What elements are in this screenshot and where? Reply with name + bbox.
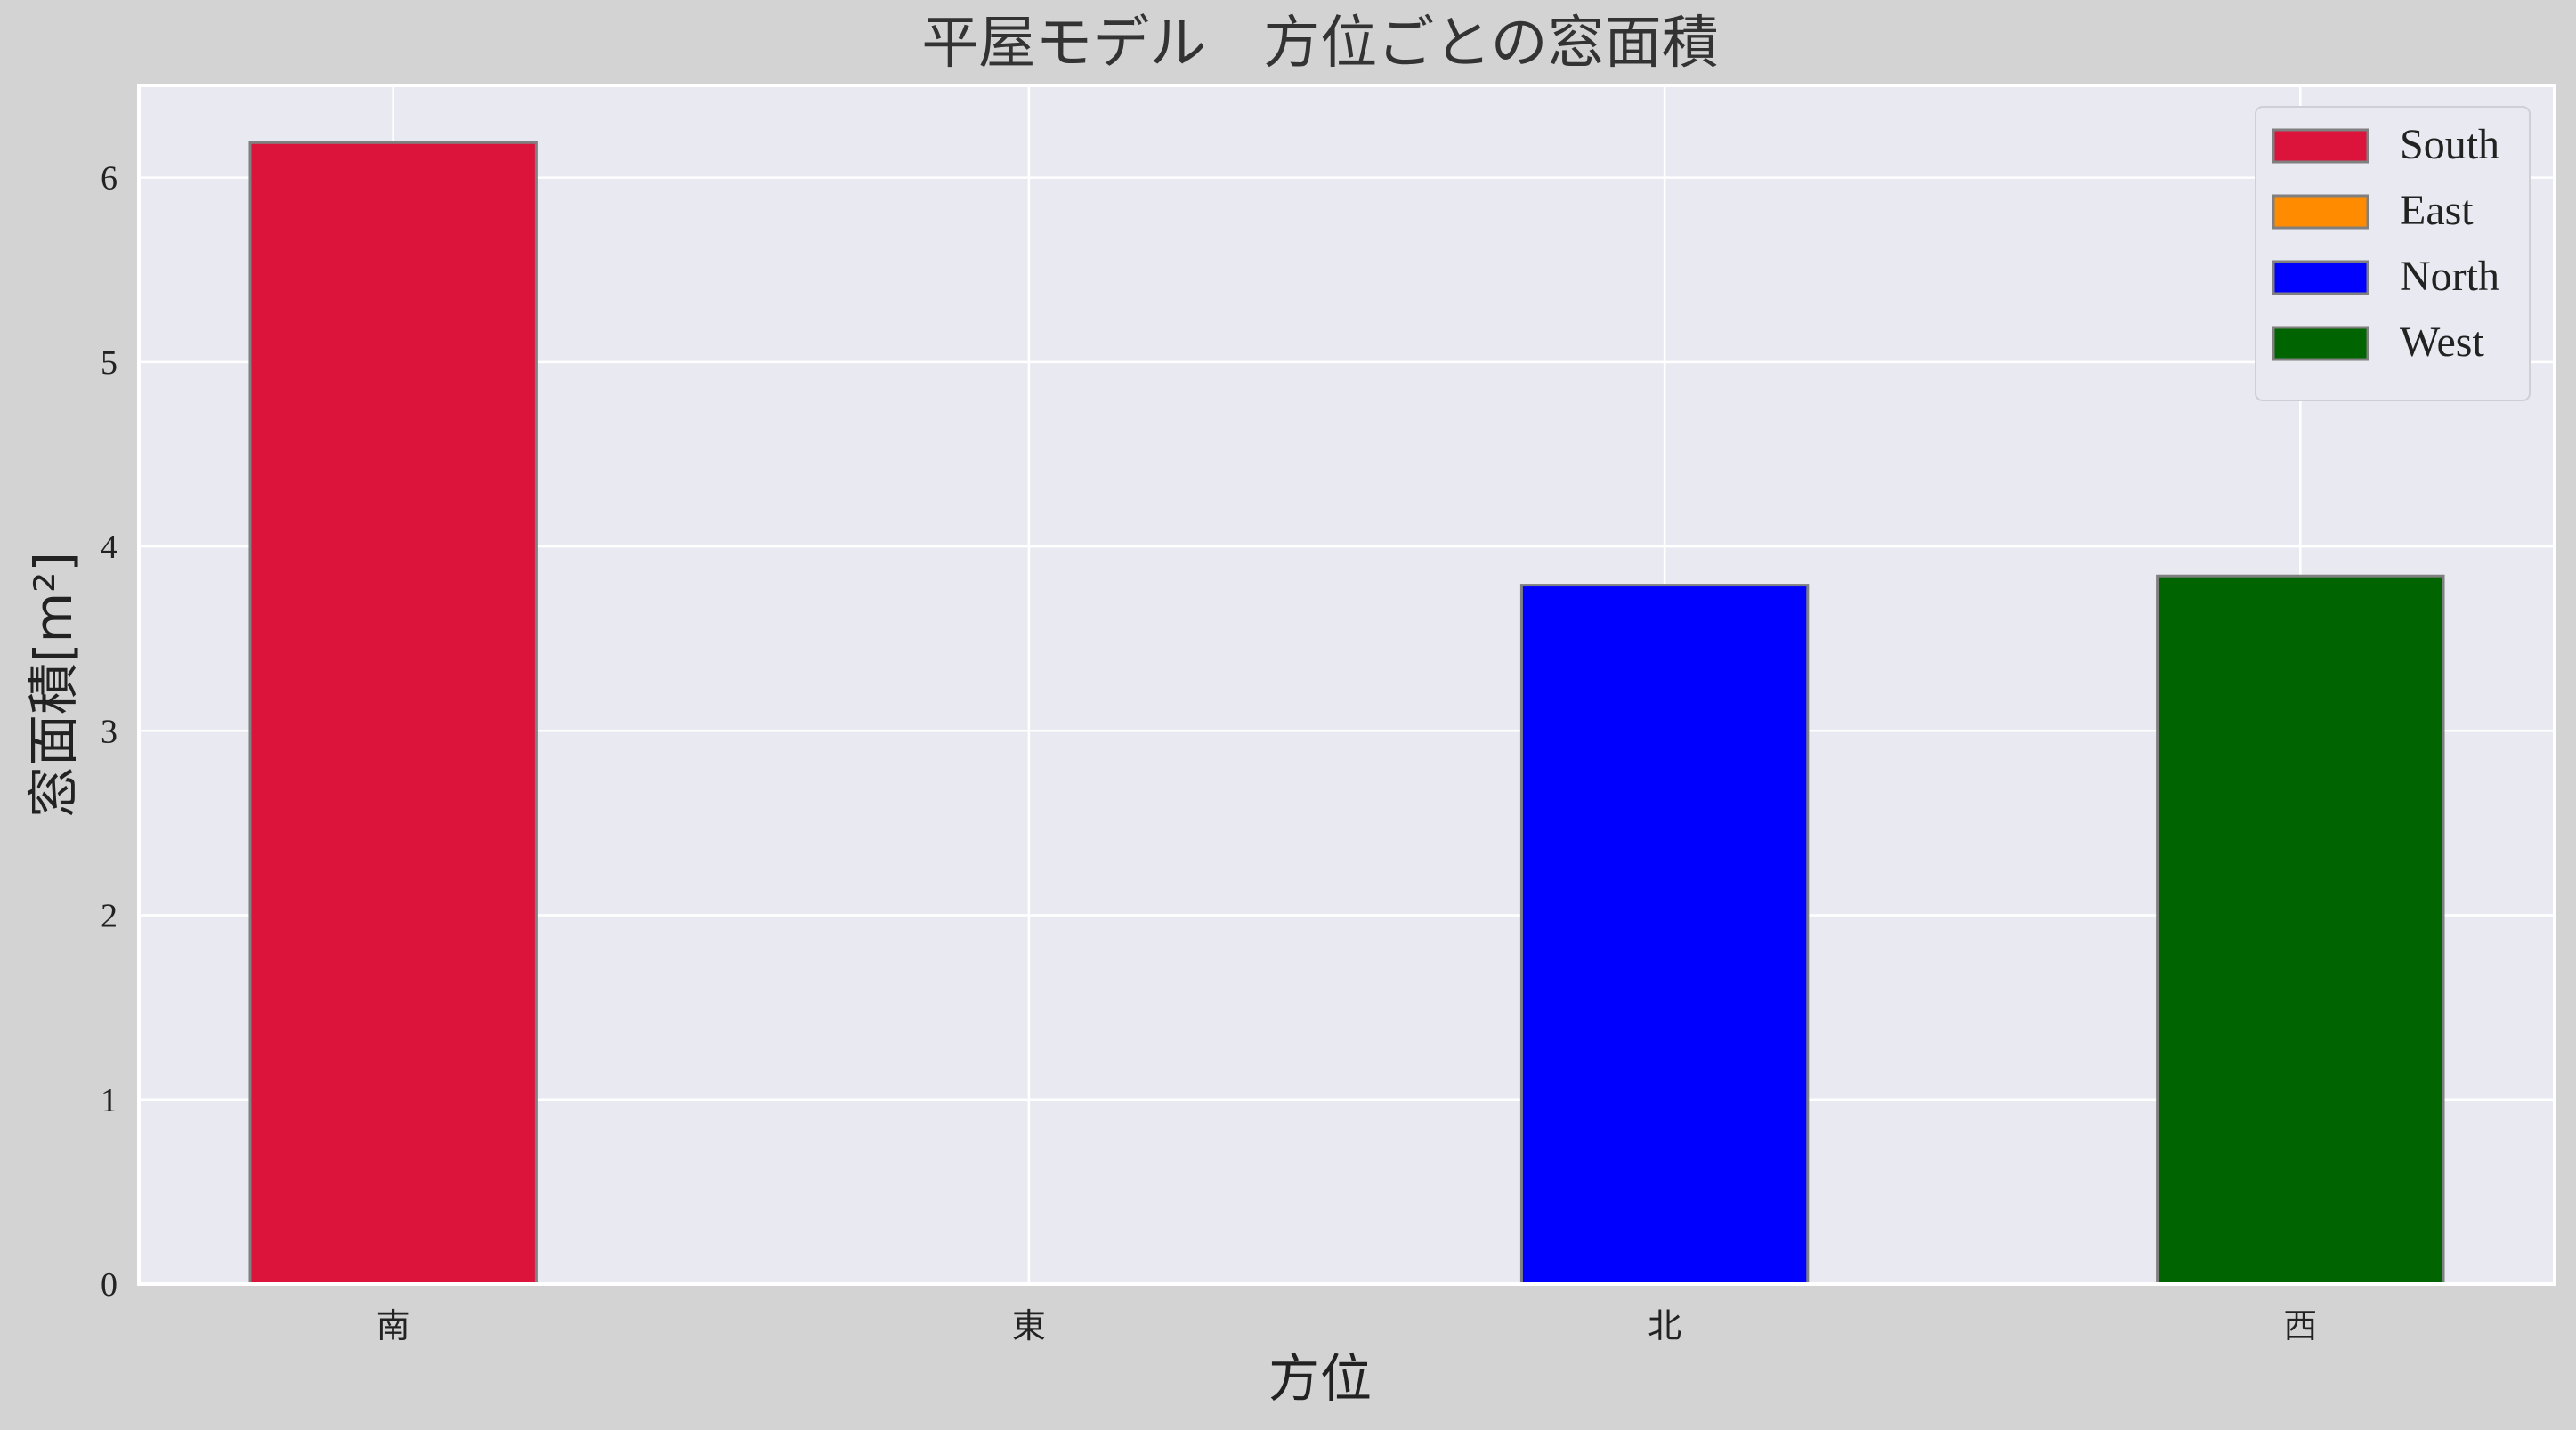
bars <box>248 141 2445 1286</box>
legend-swatch <box>2272 128 2369 164</box>
chart-title: 平屋モデル 方位ごとの窓面積 <box>921 11 1718 77</box>
bar-0 <box>248 141 538 1286</box>
x-axis-label: 方位 <box>1268 1348 1372 1409</box>
y-tick-label: 6 <box>101 160 117 198</box>
y-tick-label: 0 <box>101 1266 117 1304</box>
y-tick-label: 1 <box>101 1082 117 1119</box>
plot-frame <box>137 84 2556 1286</box>
legend-swatch <box>2272 194 2369 230</box>
bar-3 <box>2156 574 2445 1286</box>
x-tick-label: 北 <box>1648 1306 1681 1345</box>
y-tick-label: 4 <box>101 529 117 566</box>
legend-label: East <box>2400 187 2474 234</box>
plot-area <box>139 85 2555 1284</box>
x-tick-label: 西 <box>2283 1306 2317 1345</box>
y-axis-label: 窓面積[m²] <box>23 552 84 818</box>
y-tick-label: 5 <box>101 344 117 382</box>
legend-swatch <box>2272 326 2369 361</box>
legend-label: South <box>2400 121 2499 168</box>
y-tick-label: 3 <box>101 713 117 750</box>
x-axis-ticks: 南東北西 <box>377 1306 2318 1345</box>
legend: South East North West <box>2255 106 2531 401</box>
y-axis-ticks: 0 1 2 3 4 5 6 <box>101 160 117 1304</box>
bar-2 <box>1519 584 1810 1286</box>
legend-label: West <box>2400 319 2484 366</box>
x-tick-label: 東 <box>1012 1306 1046 1345</box>
y-tick-label: 2 <box>101 898 117 935</box>
legend-label: North <box>2400 253 2499 300</box>
x-tick-label: 南 <box>377 1306 410 1345</box>
legend-swatch <box>2272 260 2369 295</box>
